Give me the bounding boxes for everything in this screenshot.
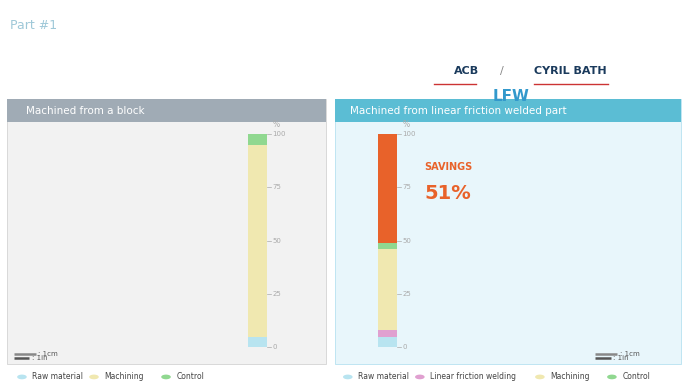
Circle shape: [535, 374, 545, 379]
Text: Machined from a block: Machined from a block: [26, 106, 145, 116]
Text: 51%: 51%: [425, 184, 471, 203]
Text: 50: 50: [272, 238, 281, 244]
Text: Machining: Machining: [550, 372, 590, 381]
Text: LFW: LFW: [493, 89, 530, 104]
Text: 0: 0: [403, 344, 407, 350]
Text: 0: 0: [272, 344, 277, 350]
Bar: [378, 337, 397, 347]
Text: Titanium part manufacturing cost breakdown comparison: Titanium part manufacturing cost breakdo…: [60, 19, 493, 32]
Text: /: /: [500, 66, 504, 76]
Text: %: %: [272, 120, 279, 129]
Circle shape: [343, 374, 353, 379]
Text: CYRIL BATH: CYRIL BATH: [534, 66, 606, 76]
Text: ACB: ACB: [454, 66, 480, 76]
Bar: [378, 249, 397, 330]
Text: 75: 75: [272, 185, 281, 190]
Text: : 1in: : 1in: [32, 356, 47, 361]
Text: 25: 25: [272, 291, 281, 297]
Text: : 1cm: : 1cm: [620, 351, 640, 357]
Bar: [378, 330, 397, 337]
Text: Machining: Machining: [104, 372, 144, 381]
Text: Machined from linear friction welded part: Machined from linear friction welded par…: [350, 106, 567, 116]
Text: 100: 100: [403, 131, 416, 137]
Text: %: %: [403, 120, 410, 129]
Text: : 1in: : 1in: [613, 356, 629, 361]
Circle shape: [415, 374, 425, 379]
Circle shape: [17, 374, 27, 379]
Text: Raw material: Raw material: [358, 372, 409, 381]
Bar: [335, 99, 681, 364]
Bar: [248, 337, 267, 347]
Text: Raw material: Raw material: [32, 372, 83, 381]
Bar: [378, 243, 397, 249]
Text: : 1cm: : 1cm: [38, 351, 58, 357]
Text: 100: 100: [272, 131, 286, 137]
Bar: [378, 134, 397, 243]
Bar: [7, 99, 326, 364]
Bar: [7, 99, 326, 122]
Text: Control: Control: [622, 372, 650, 381]
Text: 75: 75: [403, 185, 412, 190]
Text: 50: 50: [403, 238, 412, 244]
Circle shape: [607, 374, 617, 379]
Text: Linear friction welding: Linear friction welding: [430, 372, 516, 381]
Bar: [248, 134, 267, 145]
Bar: [248, 145, 267, 337]
Circle shape: [161, 374, 171, 379]
Circle shape: [89, 374, 99, 379]
Text: Control: Control: [176, 372, 204, 381]
Text: SAVINGS: SAVINGS: [425, 162, 473, 172]
Bar: [335, 99, 681, 122]
Text: Part #1: Part #1: [10, 19, 58, 32]
Text: 25: 25: [403, 291, 412, 297]
